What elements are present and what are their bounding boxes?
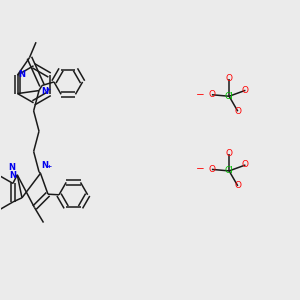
Text: +: + bbox=[45, 87, 50, 92]
Text: O: O bbox=[208, 90, 215, 99]
Text: −: − bbox=[196, 90, 205, 100]
Text: Cl: Cl bbox=[225, 167, 234, 176]
Text: −: − bbox=[196, 164, 205, 174]
Text: O: O bbox=[242, 86, 249, 95]
Text: N: N bbox=[41, 87, 48, 96]
Text: O: O bbox=[226, 149, 232, 158]
Text: +: + bbox=[46, 164, 51, 169]
Text: O: O bbox=[234, 107, 241, 116]
Text: N: N bbox=[9, 163, 16, 172]
Text: N: N bbox=[41, 161, 48, 170]
Text: N: N bbox=[18, 70, 25, 79]
Text: O: O bbox=[234, 182, 241, 190]
Text: N: N bbox=[9, 171, 16, 180]
Text: O: O bbox=[226, 74, 232, 83]
Text: O: O bbox=[242, 160, 249, 169]
Text: O: O bbox=[208, 165, 215, 174]
Text: Cl: Cl bbox=[225, 92, 234, 101]
